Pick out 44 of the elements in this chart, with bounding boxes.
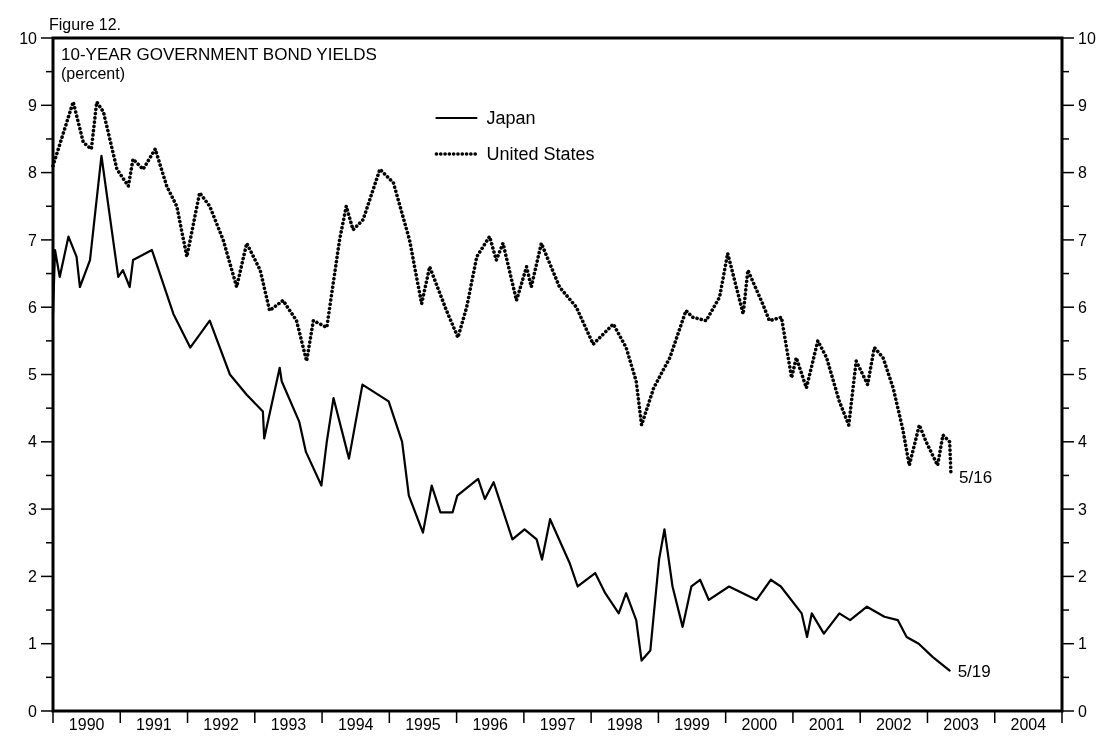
- y2-tick-label: 5: [1078, 366, 1087, 384]
- y2-tick-label: 10: [1078, 29, 1096, 47]
- y-tick-label: 1: [28, 635, 38, 653]
- text: (percent): [61, 65, 126, 82]
- legend-label: United States: [486, 144, 595, 165]
- x-tick-label: 2001: [808, 716, 845, 733]
- y2-tick-label: 3: [1078, 500, 1087, 518]
- x-tick-label: 1996: [472, 716, 509, 733]
- chart-title: 10-YEAR GOVERNMENT BOND YIELDS: [61, 45, 377, 64]
- y2-tick-label: 0: [1078, 702, 1087, 720]
- y-tick-label: 5: [28, 366, 38, 384]
- y-tick-label: 3: [28, 500, 38, 518]
- x-tick-label: 1990: [68, 716, 105, 733]
- x-tick-label: 1999: [674, 716, 710, 733]
- caption: Figure 12.: [49, 16, 122, 33]
- y2-tick-label: 6: [1078, 298, 1087, 316]
- y-tick-label: 9: [28, 96, 38, 114]
- y2-tick-label: 7: [1078, 231, 1087, 249]
- x-tick-label: 1994: [337, 716, 374, 733]
- legend-label: Japan: [486, 108, 536, 129]
- y-tick-label: 7: [28, 231, 38, 249]
- x-tick-label: 1995: [405, 716, 441, 733]
- y2-tick-label: 9: [1078, 96, 1087, 114]
- y-tick-label: 6: [28, 298, 38, 316]
- x-tick-label: 1997: [539, 716, 576, 733]
- y-tick-label: 8: [28, 164, 38, 182]
- y-tick-label: 0: [28, 702, 38, 720]
- x-tick-label: 2000: [741, 716, 778, 733]
- x-tick-label: 2002: [876, 716, 912, 733]
- x-tick-label: 1998: [606, 716, 643, 733]
- y2-tick-label: 4: [1078, 433, 1087, 451]
- y2-tick-label: 2: [1078, 568, 1087, 585]
- x-tick-label: 2004: [1010, 716, 1047, 733]
- y-tick-label: 10: [19, 29, 38, 47]
- y2-tick-label: 8: [1078, 164, 1087, 182]
- x-tick-label: 2003: [943, 716, 979, 733]
- x-tick-label: 1991: [136, 716, 172, 733]
- y2-tick-label: 1: [1078, 635, 1087, 653]
- x-tick-label: 1992: [203, 716, 240, 733]
- x-tick-label: 1993: [270, 716, 307, 733]
- y-tick-label: 2: [28, 568, 38, 585]
- annotation: 5/16: [959, 467, 993, 487]
- y-tick-label: 4: [28, 433, 38, 451]
- annotation: 5/19: [957, 662, 991, 682]
